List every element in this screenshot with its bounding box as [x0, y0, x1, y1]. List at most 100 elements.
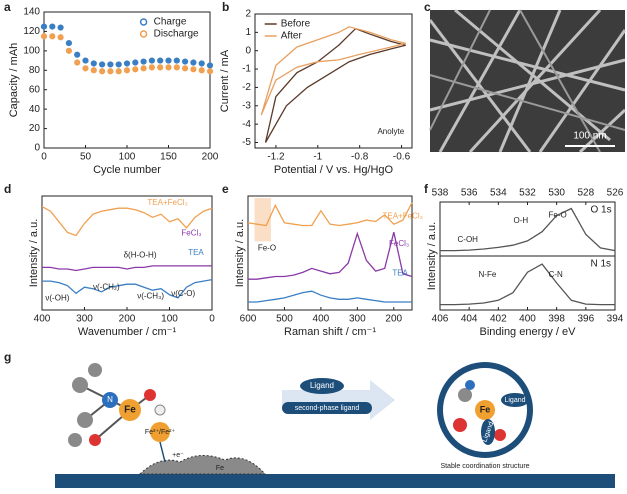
data-point: [99, 61, 106, 68]
data-point: [74, 59, 81, 66]
y-tick-label: 1: [245, 27, 251, 38]
x-tick-label: 100: [161, 314, 178, 325]
data-point: [132, 66, 139, 73]
data-point: [206, 68, 214, 75]
annotation: δ(H-O-H): [124, 250, 157, 259]
annotation: ν(C-O): [171, 289, 195, 298]
annotation: C-N: [549, 270, 563, 279]
x-tick-label: 406: [432, 314, 449, 325]
plot-frame: [439, 201, 616, 257]
y-axis-label: Intensity / a.u.: [234, 219, 246, 287]
y-tick-label: 0: [245, 45, 251, 56]
y-tick-label: 140: [23, 7, 40, 18]
electron-label: +e⁻: [172, 452, 184, 459]
data-point: [165, 57, 172, 64]
data-point: [157, 57, 164, 64]
panel-letter: b: [222, 0, 229, 14]
y-tick-label: 40: [29, 104, 41, 115]
x-tick-label: 50: [80, 152, 92, 163]
redox-label: Fe³⁺/Fe²⁺: [145, 429, 176, 436]
data-point: [74, 51, 81, 58]
plot-frame: [254, 13, 413, 149]
x-tick-label: 398: [548, 314, 565, 325]
series-line: [264, 27, 406, 143]
x-tick-label: 404: [461, 314, 478, 325]
x-axis-label: Potential / V vs. Hg/HgO: [274, 164, 394, 176]
data-point: [99, 68, 106, 75]
y-tick-label: -4: [242, 119, 251, 130]
legend-marker: [139, 30, 148, 38]
series-label: TEA+FeCl₃: [382, 212, 422, 221]
annotation: N-Fe: [479, 270, 497, 279]
x-tick-label: 500: [276, 314, 293, 325]
y-axis-label: Intensity / a.u.: [28, 219, 40, 287]
x-tick-label: 400: [313, 314, 330, 325]
series-label: TEA: [188, 248, 204, 257]
series-line: [41, 206, 213, 237]
data-point: [140, 65, 147, 72]
subplot-title: O 1s: [591, 205, 612, 216]
legend-label: After: [281, 31, 303, 42]
x-axis-label: Raman shift / cm⁻¹: [284, 326, 376, 338]
data-point: [49, 23, 56, 30]
series-line: [248, 231, 413, 280]
series-label: TEA: [392, 269, 408, 278]
series-line: [440, 263, 615, 306]
data-point: [107, 61, 114, 68]
x-tick-label: 0: [209, 314, 215, 325]
x-tick-label: 394: [607, 314, 624, 325]
x-tick-label: 300: [349, 314, 366, 325]
series-label: TEA+FeCl₃: [147, 198, 187, 207]
x-axis-label: Cycle number: [93, 164, 161, 176]
data-point: [40, 23, 48, 30]
x-tick-label: 150: [160, 152, 177, 163]
annotation: ν(-CH₂): [93, 282, 120, 291]
series-label: FeCl₃: [181, 229, 201, 238]
annotation: O-H: [514, 216, 529, 225]
data-point: [190, 59, 197, 66]
data-point: [115, 68, 122, 75]
x-tick-label: 0: [41, 152, 47, 163]
data-point: [57, 34, 64, 41]
data-point: [82, 57, 89, 64]
data-point: [206, 62, 214, 69]
data-point: [190, 66, 197, 73]
data-point: [173, 64, 180, 71]
legend-marker: [139, 18, 148, 26]
x-tick-label: 300: [76, 314, 93, 325]
series-line: [440, 207, 616, 252]
annotation: Anolyte: [377, 127, 404, 136]
x-tick-label: 100: [119, 152, 136, 163]
series-line: [42, 278, 213, 299]
data-point: [148, 57, 155, 64]
x-tick-label: -1: [313, 152, 322, 163]
x-tick-label: 400: [34, 314, 51, 325]
x-axis-label: Binding energy / eV: [479, 326, 576, 338]
annotation: Fe-O: [258, 244, 276, 253]
ligand-label: Ligand: [310, 381, 334, 390]
data-point: [49, 33, 56, 40]
y-tick-label: -1: [242, 64, 251, 75]
annotation: Fe-O: [549, 211, 567, 220]
series-line: [247, 202, 413, 227]
data-point: [82, 65, 89, 72]
panel-letter: d: [4, 182, 11, 196]
data-point: [40, 33, 48, 40]
data-point: [90, 67, 97, 74]
panel-letter: e: [222, 182, 229, 196]
panel-letter: g: [4, 350, 11, 364]
ligand-label: Ligand: [504, 397, 525, 404]
data-point: [123, 60, 131, 67]
plot-frame: [247, 195, 413, 311]
legend-label: Before: [281, 19, 311, 30]
panel-letter: f: [424, 182, 429, 196]
highlight: [254, 198, 271, 242]
plot-frame: [439, 255, 616, 311]
x-tick-label: 532: [519, 188, 536, 199]
x-tick-label: -0.8: [351, 152, 369, 163]
series-label: FeCl₃: [389, 239, 409, 248]
x-tick-label: 530: [548, 188, 565, 199]
data-point: [132, 59, 139, 66]
y-axis-label: Capacity / mAh: [8, 43, 20, 118]
